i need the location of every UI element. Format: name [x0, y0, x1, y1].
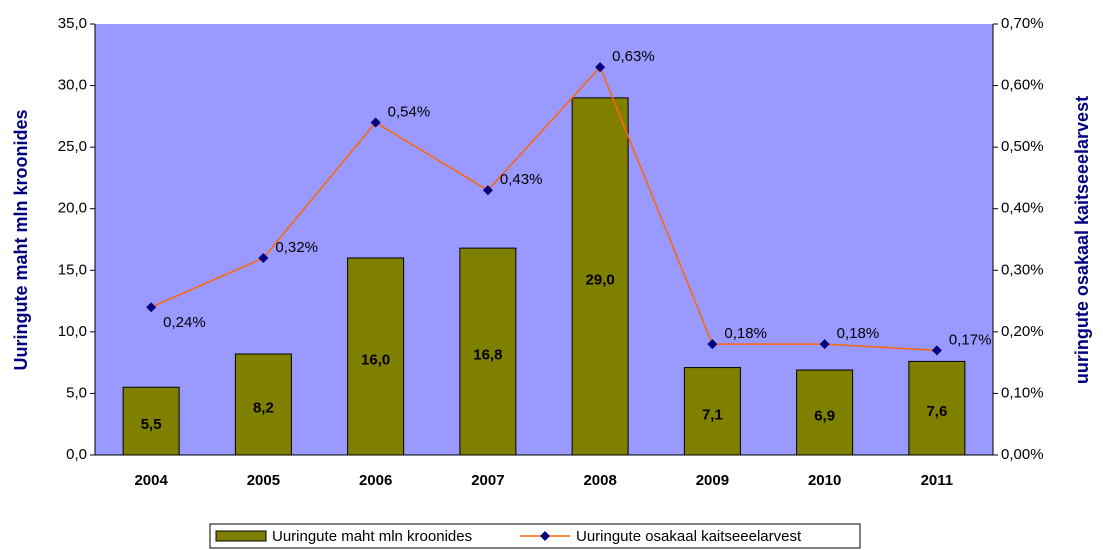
- bar-value-label: 5,5: [141, 416, 162, 433]
- y-tick-label: 25,0: [58, 138, 87, 155]
- line: [150, 65, 937, 352]
- y2-axis-title: uuringute osakaal kaitseeelarvest: [1072, 96, 1092, 384]
- line-value-label: 0,17%: [949, 331, 992, 348]
- y2-tick-label: 0,60%: [1001, 77, 1044, 94]
- y-tick-label: 5,0: [66, 384, 87, 401]
- y-tick-label: 20,0: [58, 200, 87, 217]
- bar: [459, 247, 517, 456]
- line-value-label: 0,63%: [612, 48, 655, 65]
- line-value-label: 0,32%: [275, 239, 318, 256]
- legend-label: Uuringute osakaal kaitseeelarvest: [576, 528, 802, 545]
- legend-marker: [540, 531, 550, 541]
- y2-tick-label: 0,30%: [1001, 261, 1044, 278]
- y2-tick-label: 0,00%: [1001, 446, 1044, 463]
- marker: [370, 117, 381, 128]
- y-tick-label: 0,0: [66, 446, 87, 463]
- x-tick-label: 2011: [921, 472, 954, 489]
- marker: [146, 302, 157, 313]
- line-value-label: 0,24%: [163, 314, 206, 331]
- x-tick-label: 2009: [696, 472, 729, 489]
- y-tick-label: 35,0: [58, 15, 87, 32]
- marker: [819, 339, 830, 350]
- marker: [482, 185, 493, 196]
- y2-tick-label: 0,40%: [1001, 200, 1044, 217]
- x-tick-label: 2008: [583, 472, 616, 489]
- y-tick-label: 15,0: [58, 261, 87, 278]
- line-value-label: 0,18%: [837, 325, 880, 342]
- marker: [931, 345, 942, 356]
- y2-tick-label: 0,20%: [1001, 323, 1044, 340]
- x-tick-label: 2010: [808, 472, 841, 489]
- legend-swatch: [215, 530, 267, 542]
- bar-value-label: 6,9: [814, 407, 835, 424]
- line-value-label: 0,43%: [500, 171, 543, 188]
- line-value-label: 0,18%: [724, 325, 767, 342]
- bar-value-label: 16,8: [473, 347, 502, 364]
- y2-tick-label: 0,10%: [1001, 384, 1044, 401]
- bar: [571, 97, 629, 456]
- y2-tick-label: 0,50%: [1001, 138, 1044, 155]
- bar: [683, 367, 741, 456]
- marker: [707, 339, 718, 350]
- legend-label: Uuringute maht mln kroonides: [272, 528, 472, 545]
- y-tick-label: 30,0: [58, 77, 87, 94]
- y-axis-title: Uuringute maht mln kroonides: [11, 109, 31, 370]
- marker: [595, 62, 606, 73]
- x-tick-label: 2004: [134, 472, 168, 489]
- x-tick-label: 2006: [359, 472, 392, 489]
- bar-value-label: 29,0: [586, 271, 615, 288]
- bar-value-label: 7,1: [702, 406, 723, 423]
- bar-value-label: 8,2: [253, 399, 274, 416]
- marker: [258, 252, 269, 263]
- bar-value-label: 16,0: [361, 351, 390, 368]
- y2-tick-label: 0,70%: [1001, 15, 1044, 32]
- x-tick-label: 2007: [471, 472, 504, 489]
- bar-value-label: 7,6: [926, 403, 947, 420]
- y-tick-label: 10,0: [58, 323, 87, 340]
- plot-area: [95, 24, 993, 455]
- bar: [796, 369, 854, 456]
- line-value-label: 0,54%: [388, 103, 431, 120]
- x-tick-label: 2005: [247, 472, 280, 489]
